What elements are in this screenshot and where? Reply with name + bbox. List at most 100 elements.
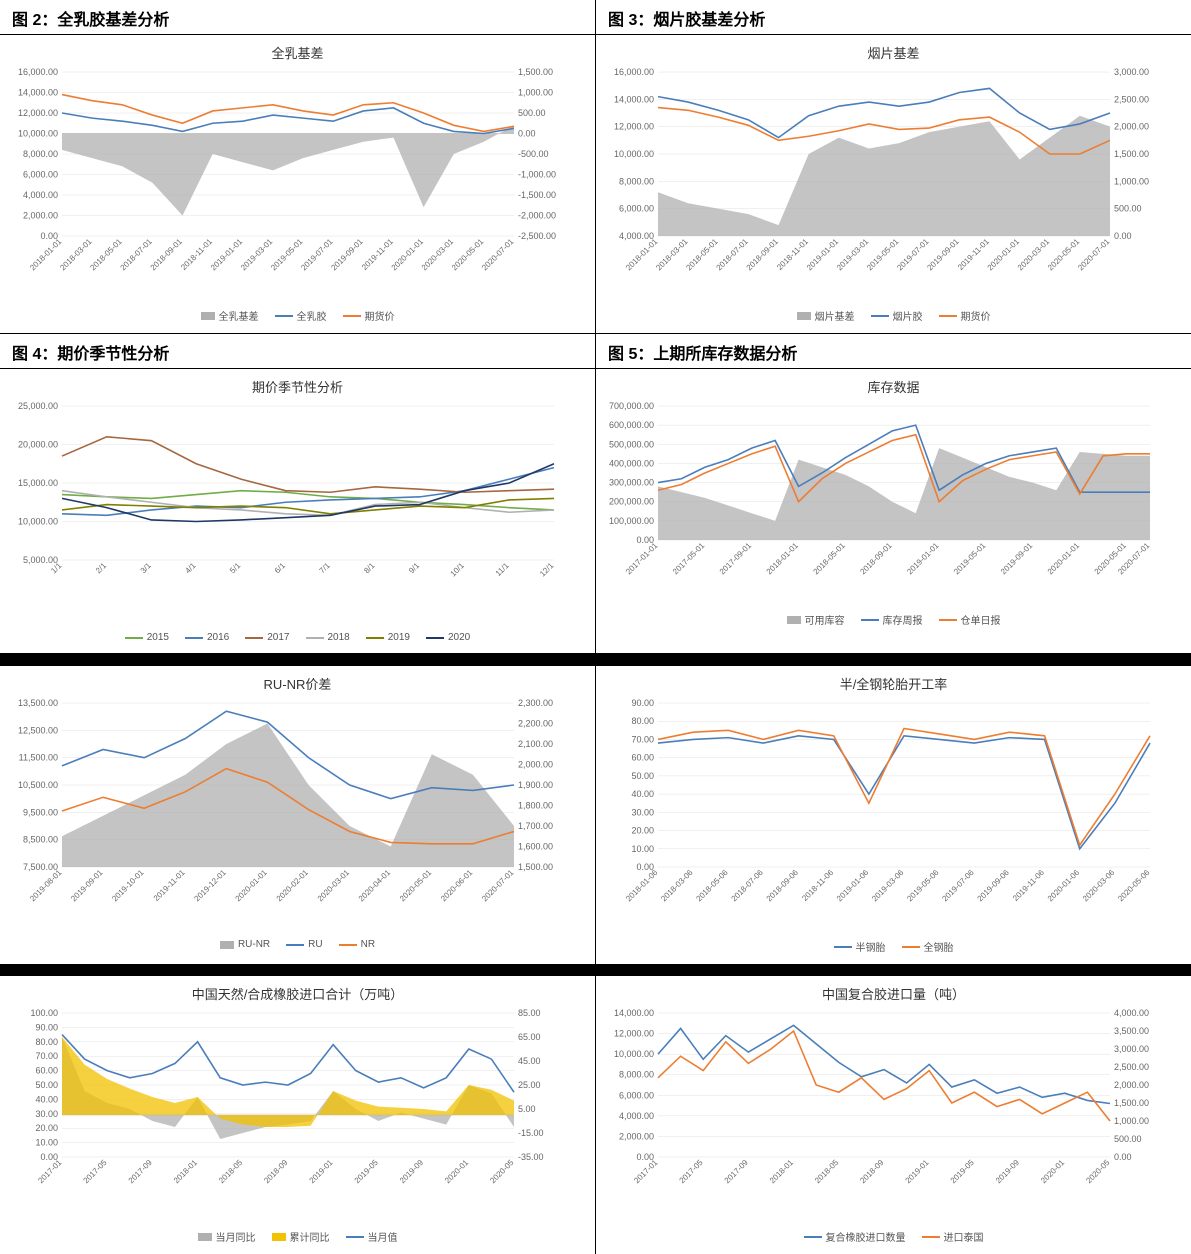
fig6-chart: RU-NR价差 7,500.00 8,500.00 9,500.00 10,500.00… (0, 666, 595, 960)
svg-text:2,000.00: 2,000.00 (1114, 122, 1149, 132)
fig8-chart: 中国天然/合成橡胶进口合计（万吨）0.0010.0020.0030.0040.0… (0, 976, 595, 1254)
chart-title: 中国复合胶进口量（吨） (604, 980, 1183, 1005)
legend-item: NR (339, 939, 375, 950)
svg-text:2019-05: 2019-05 (949, 1158, 977, 1186)
svg-text:85.00: 85.00 (518, 1008, 541, 1018)
chart-title: 烟片基差 (604, 39, 1183, 64)
svg-text:2018-01: 2018-01 (172, 1158, 200, 1186)
row-4: 中国天然/合成橡胶进口合计（万吨）0.0010.0020.0030.0040.0… (0, 976, 1191, 1254)
svg-text:2,200.00: 2,200.00 (518, 719, 553, 729)
chart-plot: 0.002,000.004,000.006,000.008,000.0010,0… (8, 64, 587, 304)
svg-text:90.00: 90.00 (631, 698, 654, 708)
fig2-caption: 图 2：全乳胶基差分析 (0, 0, 595, 35)
svg-text:1,000.00: 1,000.00 (1114, 1116, 1149, 1126)
fig7-cell: 半/全钢轮胎开工率0.0010.0020.0030.0040.0050.0060… (596, 666, 1191, 964)
svg-text:500,000.00: 500,000.00 (609, 439, 654, 449)
svg-text:10.00: 10.00 (35, 1138, 58, 1148)
svg-text:12/1: 12/1 (538, 561, 556, 579)
svg-text:80.00: 80.00 (35, 1037, 58, 1047)
fig4-chart: 期价季节性分析5,000.0010,000.0015,000.0020,000.… (0, 369, 595, 653)
svg-text:20.00: 20.00 (631, 826, 654, 836)
svg-text:20,000.00: 20,000.00 (18, 440, 58, 450)
svg-text:1,900.00: 1,900.00 (518, 780, 553, 790)
svg-text:14,000.00: 14,000.00 (614, 1008, 654, 1018)
svg-text:10,000.00: 10,000.00 (18, 517, 58, 527)
svg-text:2019-12-01: 2019-12-01 (192, 868, 228, 904)
fig3-caption: 图 3：烟片胶基差分析 (596, 0, 1191, 35)
legend-item: 期货价 (939, 308, 991, 323)
svg-text:-2,500.00: -2,500.00 (518, 231, 556, 241)
svg-text:10/1: 10/1 (449, 561, 467, 579)
svg-text:2018-09-01: 2018-09-01 (745, 237, 781, 273)
svg-text:2019-09-01: 2019-09-01 (329, 237, 365, 273)
svg-text:2018-09-01: 2018-09-01 (149, 237, 185, 273)
svg-text:10,000.00: 10,000.00 (614, 1049, 654, 1059)
svg-text:2017-05-01: 2017-05-01 (671, 541, 707, 577)
svg-text:7,500.00: 7,500.00 (23, 862, 58, 872)
chart-plot: 7,500.00 8,500.00 9,500.00 10,500.00 11,500.… (8, 695, 587, 935)
svg-text:2019-10-01: 2019-10-01 (110, 868, 146, 904)
svg-text:45.00: 45.00 (518, 1056, 541, 1066)
svg-text:2020-04-01: 2020-04-01 (357, 868, 393, 904)
fig6-cell: RU-NR价差 7,500.00 8,500.00 9,500.00 10,500.00… (0, 666, 596, 964)
svg-text:4,000.00: 4,000.00 (23, 190, 58, 200)
svg-text:2,100.00: 2,100.00 (518, 739, 553, 749)
legend-item: 2017 (245, 632, 289, 643)
svg-text:14,000.00: 14,000.00 (18, 88, 58, 98)
svg-text:70.00: 70.00 (35, 1051, 58, 1061)
svg-text:2020-07-01: 2020-07-01 (1076, 237, 1112, 273)
svg-text:14,000.00: 14,000.00 (614, 94, 654, 104)
svg-text:10,000.00: 10,000.00 (18, 129, 58, 139)
svg-text:11,500.00: 11,500.00 (19, 753, 58, 763)
legend: 半钢胎 全钢胎 (604, 935, 1183, 960)
svg-text:2019-11-01: 2019-11-01 (152, 868, 187, 903)
svg-text:8,500.00: 8,500.00 (23, 835, 58, 845)
chart-plot: 0.002,000.004,000.006,000.008,000.0010,0… (604, 1005, 1183, 1225)
svg-text:10,500.00: 10,500.00 (18, 780, 58, 790)
svg-text:12,000.00: 12,000.00 (18, 108, 58, 118)
svg-text:2019-05-01: 2019-05-01 (952, 541, 988, 577)
chart-title: 中国天然/合成橡胶进口合计（万吨） (8, 980, 587, 1005)
svg-text:2018-07-06: 2018-07-06 (730, 868, 766, 904)
legend-item: 可用库容 (787, 612, 845, 627)
svg-text:3,000.00: 3,000.00 (1114, 1044, 1149, 1054)
svg-text:2,500.00: 2,500.00 (1114, 94, 1149, 104)
svg-text:2019-01-06: 2019-01-06 (835, 868, 871, 904)
svg-text:2018-11-06: 2018-11-06 (800, 868, 835, 903)
svg-text:2020-01-01: 2020-01-01 (234, 868, 270, 904)
legend: 复合橡胶进口数量进口泰国 (604, 1225, 1183, 1250)
svg-text:2017-01-01: 2017-01-01 (624, 541, 660, 577)
legend-item: 全钢胎 (902, 939, 954, 954)
svg-text:2020-03-01: 2020-03-01 (316, 868, 352, 904)
svg-text:4,000.00: 4,000.00 (619, 1111, 654, 1121)
chart-plot: 0.0010.0020.0030.0040.0050.0060.0070.008… (8, 1005, 587, 1225)
chart-plot: 5,000.0010,000.0015,000.0020,000.0025,00… (8, 398, 587, 628)
chart-title: 全乳基差 (8, 39, 587, 64)
svg-text:600,000.00: 600,000.00 (609, 420, 654, 430)
fig5-chart: 库存数据0.00100,000.00200,000.00300,000.0040… (596, 369, 1191, 637)
legend: 烟片基差烟片胶期货价 (604, 304, 1183, 329)
svg-text:2,300.00: 2,300.00 (518, 698, 553, 708)
svg-text:2018-09: 2018-09 (262, 1158, 290, 1186)
svg-text:2017-09: 2017-09 (723, 1158, 751, 1186)
chart-title: RU-NR价差 (8, 670, 587, 695)
svg-text:4,000.00: 4,000.00 (619, 231, 654, 241)
svg-text:7/1: 7/1 (318, 561, 333, 576)
svg-text:500.00: 500.00 (1114, 1134, 1142, 1144)
svg-text:80.00: 80.00 (631, 716, 654, 726)
svg-text:2019-09: 2019-09 (398, 1158, 426, 1186)
svg-text:2,000.00: 2,000.00 (1114, 1080, 1149, 1090)
legend-item: RU (286, 939, 322, 950)
legend-item: 复合橡胶进口数量 (804, 1229, 906, 1244)
svg-text:2020-05-01: 2020-05-01 (398, 868, 434, 904)
svg-text:2/1: 2/1 (94, 561, 109, 576)
svg-text:12,000.00: 12,000.00 (614, 1029, 654, 1039)
svg-text:2018-05-06: 2018-05-06 (694, 868, 730, 904)
svg-text:2020-01-06: 2020-01-06 (1046, 868, 1082, 904)
svg-text:8,000.00: 8,000.00 (619, 1070, 654, 1080)
svg-text:9,500.00: 9,500.00 (23, 807, 58, 817)
svg-text:2019-08-01: 2019-08-01 (28, 868, 64, 904)
svg-text:-1,000.00: -1,000.00 (518, 170, 556, 180)
svg-text:2020-07-01: 2020-07-01 (480, 868, 516, 904)
legend-item: 半钢胎 (834, 939, 886, 954)
